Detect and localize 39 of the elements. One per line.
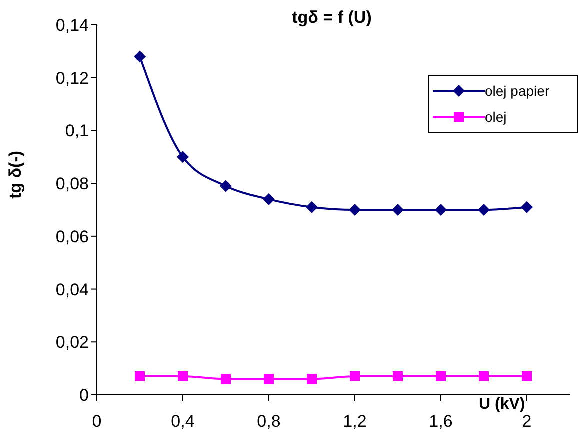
point: [349, 204, 361, 216]
x-tick-label: 0,4: [171, 412, 195, 432]
point: [479, 372, 489, 382]
point: [178, 372, 188, 382]
y-tick-label: 0,02: [56, 333, 89, 352]
y-tick-label: 0,08: [56, 174, 89, 194]
point: [392, 204, 404, 216]
point: [350, 372, 360, 382]
point: [393, 372, 403, 382]
point: [134, 50, 146, 63]
point: [177, 151, 189, 164]
point: [221, 374, 231, 384]
x-tick-label: 2: [522, 412, 532, 432]
legend-label: olej papier: [485, 83, 550, 99]
chart-title: tgδ = f (U): [291, 8, 373, 28]
point: [522, 372, 532, 382]
legend-label: olej: [485, 109, 507, 125]
point: [436, 372, 446, 382]
x-tick-label: 0,8: [257, 412, 281, 432]
x-tick-label: 0: [92, 412, 102, 432]
x-tick-label: 1,2: [343, 412, 367, 432]
point: [521, 201, 533, 214]
point: [435, 204, 447, 216]
point: [263, 193, 275, 206]
y-tick-label: 0,04: [56, 280, 89, 300]
point: [135, 372, 145, 382]
y-tick-label: 0,06: [56, 227, 89, 246]
y-tick-label: 0,1: [65, 122, 89, 141]
y-tick-label: 0,14: [56, 16, 89, 36]
point: [220, 180, 232, 192]
y-tick-label: 0: [80, 386, 89, 406]
point: [306, 201, 318, 214]
point: [264, 374, 274, 384]
y-tick-label: 0,12: [56, 68, 89, 88]
y-axis-title: tg δ(-): [6, 150, 26, 200]
point: [478, 204, 490, 216]
point: [307, 374, 317, 384]
x-axis-title: U (kV): [479, 396, 526, 414]
x-tick-label: 1,6: [429, 412, 453, 432]
